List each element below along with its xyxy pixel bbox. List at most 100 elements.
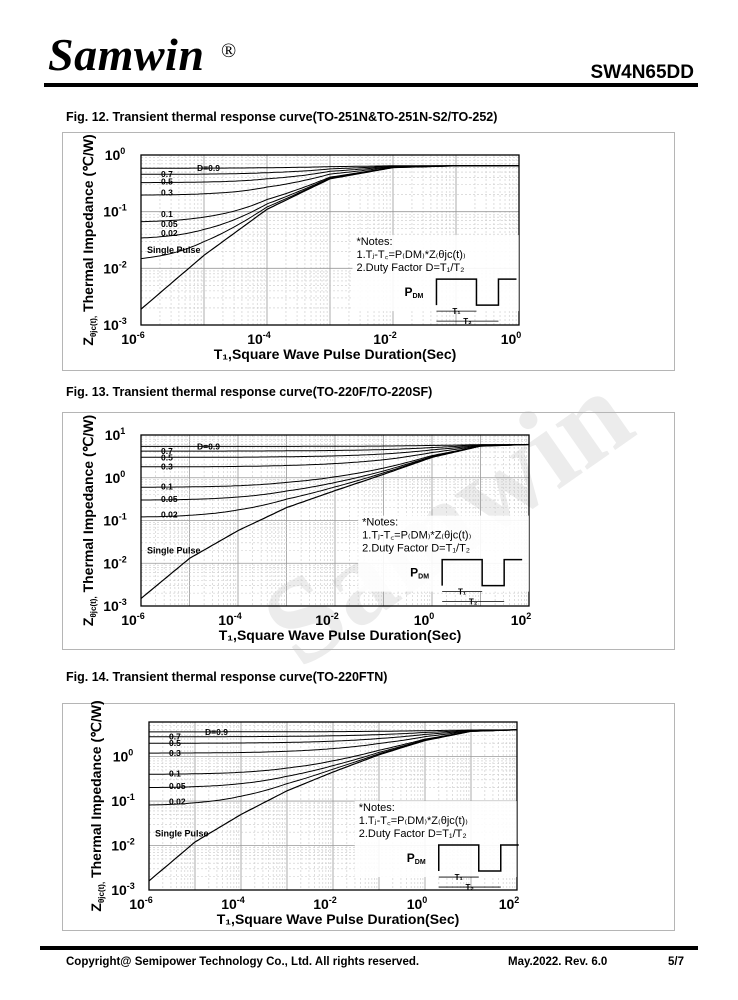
duty-label: 0.1 (169, 769, 181, 779)
part-number: SW4N65DD (590, 62, 694, 83)
x-axis-label: T₁,Square Wave Pulse Duration(Sec) (219, 627, 462, 643)
duty-curve-0.02 (141, 165, 519, 260)
figure-13-title: Fig. 13. Transient thermal response curv… (66, 385, 433, 399)
x-tick-label: 102 (499, 895, 520, 912)
x-tick-label: 10-2 (315, 611, 339, 628)
y-tick-label: 100 (113, 748, 134, 765)
duty-label: 0.3 (161, 462, 173, 472)
pulse-waveform (441, 558, 523, 587)
x-axis-label: T₁,Square Wave Pulse Duration(Sec) (214, 346, 457, 362)
notes-background (358, 515, 529, 592)
figure-13-frame: 10-6 10-4 10-2 100 102 10-3 10-2 10-1 100 101 T₁,S… (62, 412, 675, 650)
notes-title: *Notes: (356, 236, 392, 248)
notes-title: *Notes: (359, 802, 395, 814)
notes-line-1: 1.Tⱼ-T꜀=P₍DM₎*Z₍θjc(t)₎ (362, 530, 471, 542)
page-number: 5/7 (668, 956, 684, 968)
copyright-text: Copyright@ Semipower Technology Co., Ltd… (66, 956, 420, 968)
figure-12-title: Fig. 12. Transient thermal response curv… (66, 110, 498, 124)
x-tick-label: 100 (407, 895, 428, 912)
t1-label: T₁ (455, 873, 464, 882)
t2-label: T₂ (463, 317, 472, 326)
t1-label: T₁ (452, 307, 461, 316)
duty-curve-0.3 (149, 729, 517, 754)
y-axis-label: Zθjc(t), Thermal Impedance (℃/W) (80, 415, 98, 626)
notes-background (352, 235, 519, 312)
x-tick-label: 10-6 (121, 330, 145, 347)
figure-14-chart: 10-6 10-4 10-2 100 10210-310-210-1100T₁,Squa… (88, 700, 520, 927)
duty-label: 0.05 (161, 219, 178, 229)
pulse-waveform (435, 278, 517, 306)
duty-label: 0.3 (161, 188, 173, 198)
figure-13-chart: 10-6 10-4 10-2 100 10210-310-210-1100101T₁,S… (80, 415, 532, 643)
pulse-waveform (438, 844, 519, 872)
y-tick-label: 10-2 (111, 837, 135, 854)
duty-curve-0.02 (141, 444, 529, 518)
duty-label: 0.3 (169, 748, 181, 758)
duty-curve-0.7 (149, 729, 517, 738)
duty-label: 0.02 (161, 228, 178, 238)
duty-label: 0.1 (161, 482, 173, 492)
y-tick-label: 100 (105, 146, 126, 163)
duty-label: 0.7 (161, 169, 173, 179)
plot-area-border (140, 434, 530, 607)
figure-12-frame: 10-6 10-4 10-2 100 10-3 10-2 10-1 100 T₁,Square … (62, 132, 675, 371)
duty-curve-0.5 (149, 729, 517, 744)
duty-label: 0.05 (169, 781, 186, 791)
x-tick-label: 10-2 (373, 330, 397, 347)
duty-label: 0.7 (169, 732, 181, 742)
duty-curve-0.5 (141, 444, 529, 458)
duty-label: 0.02 (161, 509, 178, 519)
duty-label: 0.5 (169, 738, 181, 748)
plot-curves (141, 443, 529, 599)
y-tick-label: 100 (105, 469, 126, 486)
y-tick-label: 10-1 (103, 203, 127, 220)
x-tick-label: 100 (501, 330, 522, 347)
plot-area-border (140, 154, 520, 326)
figure-12-chart: 10-6 10-4 10-2 10010-310-210-1100T₁,Square … (80, 134, 522, 362)
x-tick-label: 100 (414, 611, 435, 628)
plot-curves (149, 729, 517, 882)
duty-label: 0.1 (161, 209, 173, 219)
single-pulse-label: Single Pulse (155, 829, 209, 839)
single-pulse-label: Single Pulse (147, 245, 201, 255)
duty-label: 0.5 (161, 177, 173, 187)
y-tick-label: 10-1 (103, 512, 127, 529)
plot-area-border (148, 721, 518, 891)
x-tick-label: 10-6 (129, 895, 153, 912)
x-tick-label: 10-4 (221, 895, 245, 912)
duty-label: 0.5 (161, 452, 173, 462)
duty-label: 0.05 (161, 494, 178, 504)
brand-logo: Samwin (48, 29, 205, 80)
y-axis-label: Zθjc(t), Thermal Impedance (℃/W) (88, 700, 106, 911)
y-tick-label: 10-2 (103, 259, 127, 276)
notes-line-2: 2.Duty Factor D=T₁/T₂ (359, 828, 467, 840)
duty-label: D=0.9 (205, 727, 228, 737)
footer-rule (40, 946, 698, 950)
x-tick-label: 10-6 (121, 611, 145, 628)
duty-curve-0.3 (141, 444, 529, 468)
notes-background (354, 801, 517, 878)
duty-label: 0.7 (161, 446, 173, 456)
y-axis-label: Zθjc(t), Thermal Impedance (℃/W) (80, 134, 98, 345)
t2-label: T₂ (466, 883, 475, 892)
x-tick-label: 10-2 (313, 895, 337, 912)
duty-curve-0.9 (141, 444, 529, 447)
duty-curve-0.02 (149, 729, 517, 806)
duty-label: D=0.9 (197, 163, 220, 173)
duty-curve-0.9 (149, 729, 517, 733)
y-tick-label: 10-2 (103, 554, 127, 571)
header-rule (44, 83, 698, 87)
t1-label: T₁ (458, 588, 467, 597)
notes-line-2: 2.Duty Factor D=T₁/T₂ (362, 543, 470, 555)
x-axis-label: T₁,Square Wave Pulse Duration(Sec) (217, 911, 460, 927)
x-tick-label: 102 (511, 611, 532, 628)
duty-label: D=0.9 (197, 441, 220, 451)
x-tick-label: 10-4 (218, 611, 242, 628)
notes-line-2: 2.Duty Factor D=T₁/T₂ (356, 262, 464, 274)
y-tick-label: 101 (105, 426, 126, 443)
figure-14-frame: 10-6 10-4 10-2 100 102 10-3 10-2 10-1 100 T₁,Squa… (62, 700, 675, 931)
duty-label: 0.02 (169, 796, 186, 806)
revision-text: May.2022. Rev. 6.0 (508, 956, 608, 968)
single-pulse-label: Single Pulse (147, 545, 201, 555)
x-tick-label: 10-4 (247, 330, 271, 347)
